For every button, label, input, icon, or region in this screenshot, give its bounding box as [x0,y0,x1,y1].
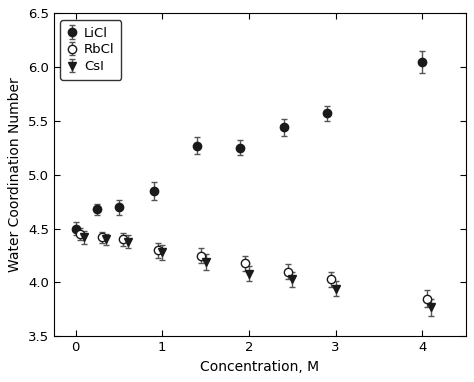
Y-axis label: Water Coordination Number: Water Coordination Number [9,78,22,272]
Legend: LiCl, RbCl, CsI: LiCl, RbCl, CsI [61,20,121,80]
X-axis label: Concentration, M: Concentration, M [200,360,319,374]
